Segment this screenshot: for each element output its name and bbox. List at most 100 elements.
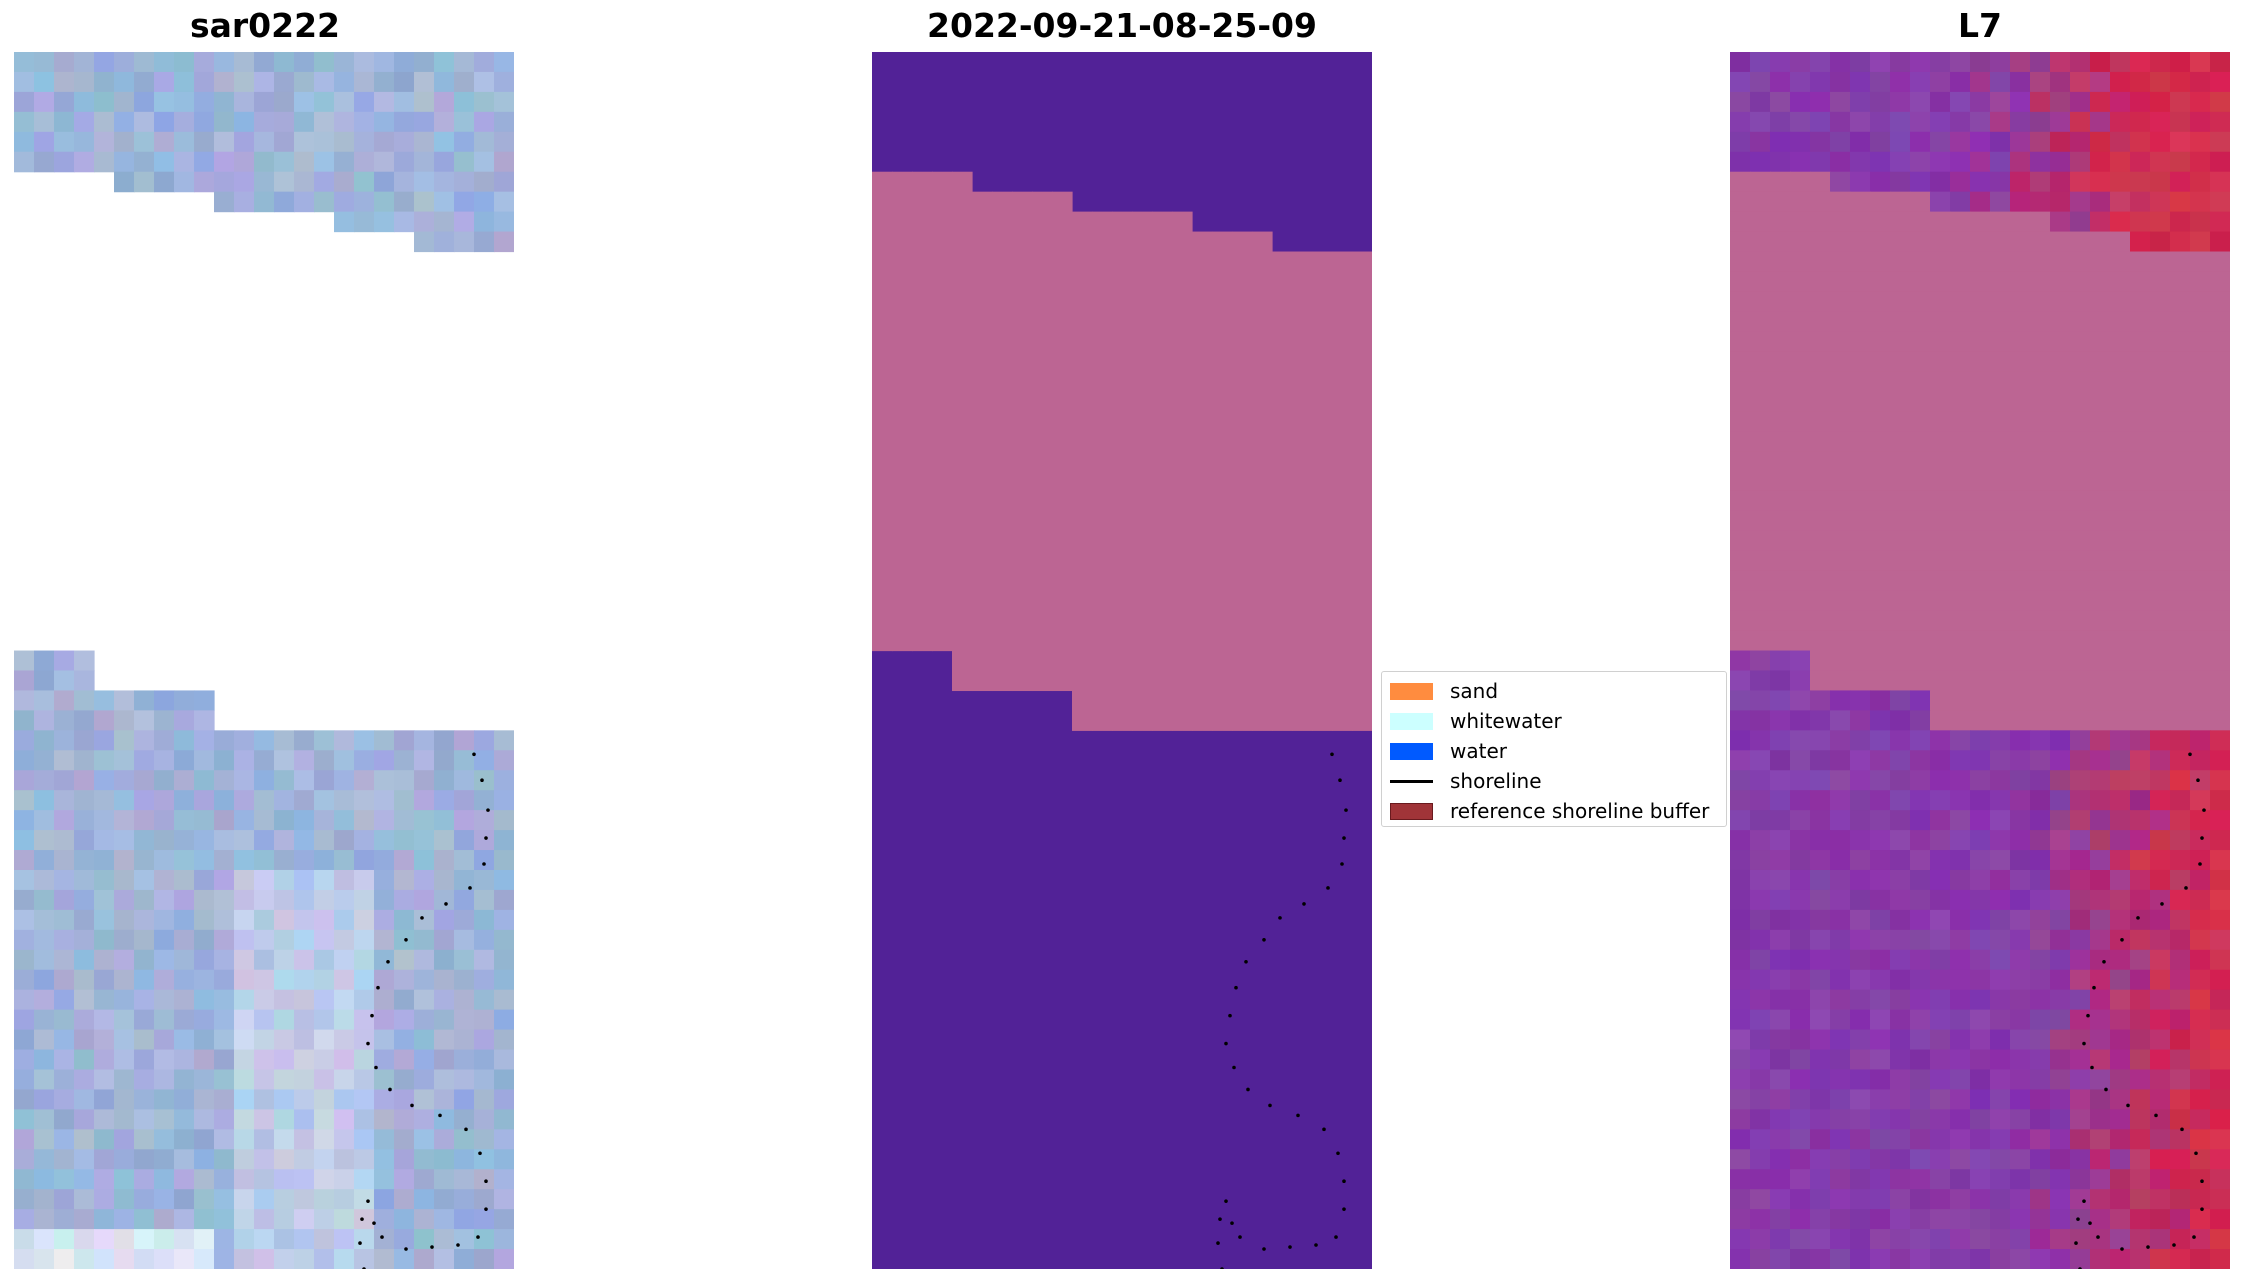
sar-pixel bbox=[394, 131, 415, 153]
nodata-pixel bbox=[2130, 251, 2151, 273]
l7-pixel bbox=[1770, 1169, 1791, 1190]
sar-pixel bbox=[54, 850, 75, 871]
l7-pixel bbox=[2050, 730, 2071, 751]
sar-pixel bbox=[74, 790, 95, 811]
nodata-pixel bbox=[1850, 411, 1871, 432]
l7-pixel bbox=[1790, 650, 1811, 672]
sar-pixel bbox=[194, 949, 215, 971]
sar-pixel bbox=[334, 989, 355, 1011]
sar-pixel bbox=[374, 1109, 395, 1130]
nodata-pixel bbox=[1830, 590, 1851, 612]
l7-pixel bbox=[2210, 211, 2230, 233]
l7-pixel bbox=[2190, 909, 2211, 931]
nodata-pixel bbox=[1790, 191, 1811, 213]
sar-pixel bbox=[454, 211, 475, 233]
nodata-pixel bbox=[1990, 271, 2011, 293]
sar-pixel bbox=[134, 1149, 155, 1170]
sar-pixel bbox=[174, 909, 195, 931]
sar-pixel bbox=[374, 889, 395, 911]
l7-pixel bbox=[1750, 1109, 1771, 1130]
l7-pixel bbox=[2110, 889, 2131, 911]
l7-pixel bbox=[2110, 1049, 2131, 1071]
shoreline-point bbox=[366, 1041, 370, 1046]
sar-pixel bbox=[174, 131, 195, 153]
sar-pixel bbox=[214, 1089, 235, 1110]
sar-pixel bbox=[174, 810, 195, 831]
l7-pixel bbox=[1750, 151, 1771, 173]
nodata-pixel bbox=[2090, 311, 2111, 332]
l7-pixel bbox=[1910, 1189, 1931, 1210]
sar-pixel bbox=[194, 1069, 215, 1091]
sar-pixel bbox=[454, 929, 475, 951]
sar-pixel bbox=[14, 810, 35, 831]
l7-pixel bbox=[1730, 1169, 1751, 1190]
sar-pixel bbox=[334, 909, 355, 931]
l7-pixel bbox=[2010, 1229, 2031, 1250]
nodata-pixel bbox=[1830, 630, 1851, 652]
sar-pixel bbox=[314, 750, 335, 771]
l7-pixel bbox=[1970, 889, 1991, 911]
sar-pixel bbox=[194, 1109, 215, 1130]
l7-pixel bbox=[1870, 889, 1891, 911]
sar-pixel bbox=[254, 1229, 275, 1250]
l7-pixel bbox=[1810, 151, 1831, 173]
sar-pixel bbox=[314, 1009, 335, 1031]
nodata-pixel bbox=[1990, 550, 2011, 572]
nodata-pixel bbox=[1730, 371, 1751, 392]
l7-pixel bbox=[1910, 1069, 1931, 1091]
l7-pixel bbox=[1770, 650, 1791, 672]
sar-pixel bbox=[474, 1089, 495, 1110]
nodata-pixel bbox=[2010, 311, 2031, 332]
l7-pixel bbox=[1850, 1109, 1871, 1130]
l7-pixel bbox=[2010, 52, 2031, 73]
nodata-pixel bbox=[1950, 211, 1971, 233]
sar-pixel bbox=[114, 909, 135, 931]
l7-pixel bbox=[1730, 770, 1751, 791]
sar-pixel bbox=[434, 810, 455, 831]
nodata-pixel bbox=[2150, 291, 2171, 312]
sar-pixel bbox=[434, 1069, 455, 1091]
l7-pixel bbox=[1770, 1249, 1791, 1269]
sar-pixel bbox=[494, 850, 514, 871]
l7-pixel bbox=[2010, 1109, 2031, 1130]
l7-pixel bbox=[1770, 1049, 1791, 1071]
l7-pixel bbox=[2110, 869, 2131, 891]
sar-pixel bbox=[214, 1249, 235, 1269]
sar-pixel bbox=[34, 131, 55, 153]
nodata-pixel bbox=[1750, 371, 1771, 392]
sar-pixel bbox=[234, 91, 255, 113]
nodata-column bbox=[892, 171, 913, 652]
sar-pixel bbox=[334, 211, 355, 233]
sar-pixel bbox=[114, 131, 135, 153]
sar-pixel bbox=[374, 1089, 395, 1110]
sar-pixel bbox=[234, 929, 255, 951]
nodata-pixel bbox=[1870, 670, 1891, 692]
l7-pixel bbox=[2010, 1189, 2031, 1210]
l7-pixel bbox=[2090, 750, 2111, 771]
l7-pixel bbox=[1770, 909, 1791, 931]
l7-pixel bbox=[2010, 1129, 2031, 1150]
l7-pixel bbox=[2090, 810, 2111, 831]
nodata-pixel bbox=[1770, 251, 1791, 273]
l7-pixel bbox=[2010, 91, 2031, 113]
sar-pixel bbox=[154, 1189, 175, 1210]
sar-pixel bbox=[454, 1189, 475, 1210]
l7-pixel bbox=[1790, 1149, 1811, 1170]
l7-pixel bbox=[1850, 830, 1871, 851]
sar-pixel bbox=[214, 929, 235, 951]
shoreline-point bbox=[2160, 902, 2164, 906]
sar-pixel bbox=[254, 171, 275, 193]
sar-pixel bbox=[434, 1009, 455, 1031]
nodata-pixel bbox=[1970, 510, 1991, 532]
sar-pixel bbox=[194, 770, 215, 791]
nodata-pixel bbox=[2010, 710, 2031, 731]
sar-pixel bbox=[454, 52, 475, 73]
l7-pixel bbox=[1750, 989, 1771, 1011]
nodata-pixel bbox=[1790, 291, 1811, 312]
sar-pixel bbox=[414, 1229, 435, 1250]
sar-pixel bbox=[34, 830, 55, 851]
nodata-pixel bbox=[2190, 431, 2211, 452]
l7-pixel bbox=[2150, 730, 2171, 751]
shoreline-point bbox=[2120, 938, 2124, 942]
sar-pixel bbox=[54, 690, 75, 711]
